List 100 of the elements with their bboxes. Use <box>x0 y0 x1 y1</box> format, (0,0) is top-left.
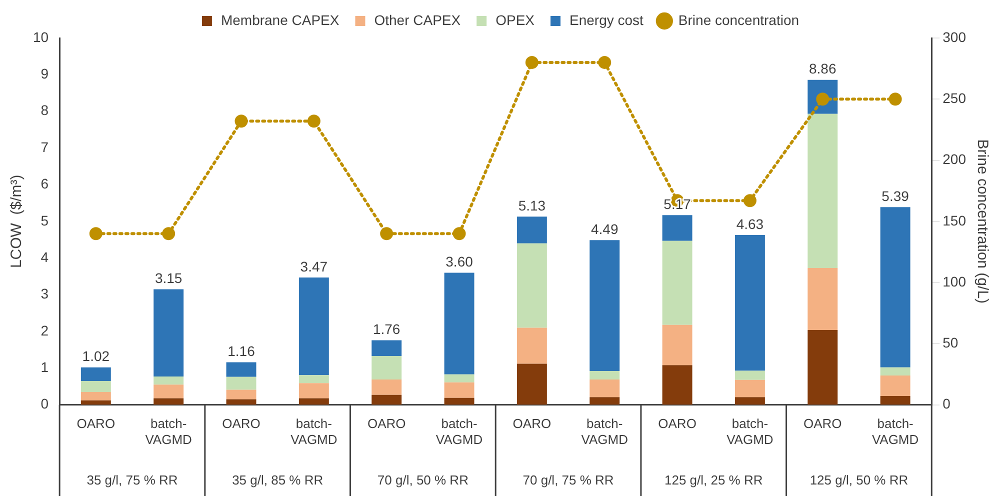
y2-tick-label: 250 <box>942 90 966 106</box>
bar <box>298 398 329 405</box>
bar <box>590 379 620 398</box>
x-tick-label: OARO <box>222 416 260 432</box>
legend-label: Other CAPEX <box>374 12 462 28</box>
x-tick-label: batch-VAGMD <box>726 416 774 447</box>
bar <box>372 379 402 395</box>
bar <box>808 114 838 268</box>
bar <box>372 394 402 405</box>
legend-label: Energy cost <box>569 12 644 28</box>
bar <box>226 362 256 377</box>
bar <box>80 400 111 405</box>
bar <box>226 390 256 400</box>
x-tick-label: OARO <box>367 416 406 432</box>
x-tick-label: OARO <box>512 416 552 432</box>
bar <box>734 370 765 380</box>
point <box>162 227 176 240</box>
y2-tick-label: 300 <box>942 28 966 45</box>
legend-label: Brine concentration <box>678 12 800 28</box>
point <box>598 56 612 69</box>
y-tick-label: 8 <box>40 102 49 118</box>
bar <box>662 215 692 241</box>
x-tick-label: batch-VAGMD <box>581 416 628 447</box>
x-tick-label: batch-VAGMD <box>872 416 919 447</box>
total-label: 3.47 <box>300 258 328 274</box>
y-tick-label: 6 <box>40 176 49 192</box>
y-tick-label: 10 <box>32 28 49 45</box>
bar <box>590 371 620 380</box>
bar <box>662 365 692 405</box>
bar <box>808 330 838 405</box>
y-axis-title: LCOW ($/m³) <box>8 174 26 268</box>
point <box>89 227 102 240</box>
bar <box>444 382 474 398</box>
total-label: 1.02 <box>82 348 110 364</box>
x-tick-label: OARO <box>803 416 842 432</box>
text: 70 g/l, 75 % RR <box>522 472 614 488</box>
bar <box>154 376 184 385</box>
y2-tick-label: 200 <box>942 151 966 168</box>
bar <box>372 356 402 380</box>
bar <box>734 234 765 371</box>
y-tick-label: 0 <box>40 396 49 412</box>
total-label: 4.49 <box>590 220 618 237</box>
bar <box>298 383 329 398</box>
y-tick-label: 3 <box>40 286 49 302</box>
bar <box>154 398 184 405</box>
bar <box>80 392 111 400</box>
x-tick-label: OARO <box>76 416 116 432</box>
y-tick-label: 9 <box>40 66 49 82</box>
x-tick-label: batch-VAGMD <box>145 416 192 447</box>
bar <box>80 380 111 392</box>
y-tick-label: 1 <box>40 358 49 375</box>
bar <box>444 374 474 382</box>
bar <box>880 367 910 376</box>
bar <box>880 396 910 405</box>
total-label: 3.60 <box>446 254 474 270</box>
bar <box>444 272 474 374</box>
x-tick-label: OARO <box>658 416 696 432</box>
bar <box>298 278 329 376</box>
bar <box>516 216 547 244</box>
y2-tick-label: 150 <box>942 212 966 228</box>
y-tick-label: 7 <box>40 138 49 155</box>
bar <box>662 240 692 325</box>
point <box>452 227 466 240</box>
text: 35 g/l, 75 % RR <box>86 472 178 488</box>
total-label: 5.13 <box>518 197 546 214</box>
bar <box>734 397 765 405</box>
total-label: 4.63 <box>736 216 764 232</box>
legend-label: OPEX <box>496 12 536 28</box>
total-label: 1.16 <box>228 343 256 360</box>
point <box>743 194 756 208</box>
bar <box>154 289 184 377</box>
y2-tick-label: 0 <box>942 396 951 412</box>
bar <box>516 243 547 328</box>
x-tick-label: batch-VAGMD <box>436 416 483 447</box>
bar <box>662 324 692 366</box>
bar <box>226 376 256 390</box>
point <box>888 92 902 106</box>
bar <box>516 364 547 405</box>
total-label: 8.86 <box>809 60 836 77</box>
total-label: 3.15 <box>154 270 182 286</box>
y-tick-label: 2 <box>40 322 49 338</box>
bar <box>880 207 910 368</box>
bar <box>516 328 547 364</box>
point <box>234 114 248 128</box>
text: 125 g/l, 50 % RR <box>810 472 908 488</box>
bar <box>590 240 620 372</box>
bar <box>372 340 402 356</box>
point <box>380 227 394 240</box>
y-tick-label: 4 <box>40 248 49 265</box>
bar <box>80 367 111 381</box>
bar <box>880 375 910 396</box>
text: 35 g/l, 85 % RR <box>232 472 324 488</box>
bar <box>298 375 329 384</box>
total-label: 5.39 <box>882 188 910 204</box>
bar <box>590 397 620 405</box>
bar <box>444 398 474 405</box>
total-label: 1.76 <box>372 321 400 338</box>
bar <box>154 384 184 398</box>
text: 70 g/l, 50 % RR <box>377 472 468 488</box>
bar <box>734 380 765 398</box>
